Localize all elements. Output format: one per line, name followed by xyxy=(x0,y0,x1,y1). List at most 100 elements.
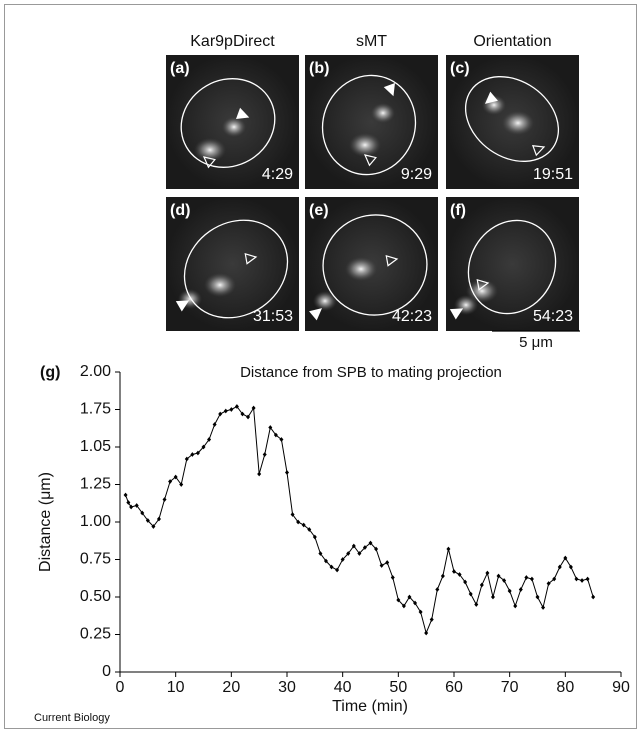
data-point xyxy=(513,603,518,609)
data-point xyxy=(446,546,451,552)
cell-outline xyxy=(180,78,276,168)
data-point xyxy=(179,482,184,487)
data-point xyxy=(580,578,585,583)
data-point xyxy=(529,576,534,582)
x-tick-label: 0 xyxy=(116,679,125,696)
micrograph: (e) 42:23 xyxy=(305,197,438,331)
fluorescent-spot xyxy=(349,133,381,157)
x-tick-label: 90 xyxy=(612,679,630,696)
data-point xyxy=(190,452,195,457)
data-point xyxy=(312,534,317,540)
data-point xyxy=(424,630,429,636)
timestamp: 9:29 xyxy=(401,166,432,183)
data-point xyxy=(151,524,156,529)
scale-bar-label: 5 μm xyxy=(519,334,553,351)
data-point xyxy=(307,527,312,532)
data-point xyxy=(218,411,223,417)
data-point xyxy=(401,603,406,609)
data-point xyxy=(335,567,340,573)
data-point xyxy=(568,564,573,570)
data-point xyxy=(502,578,507,583)
fluorescent-spot xyxy=(345,257,377,281)
y-axis-label: Distance (μm) xyxy=(37,472,54,572)
data-point xyxy=(535,594,540,600)
data-point xyxy=(296,519,301,525)
data-point xyxy=(329,564,334,570)
x-tick-label: 30 xyxy=(278,679,296,696)
data-point xyxy=(591,594,596,600)
arrowhead-open xyxy=(244,252,258,265)
data-point xyxy=(541,605,546,610)
data-point xyxy=(418,609,423,615)
data-point xyxy=(246,414,251,420)
data-point xyxy=(524,575,529,580)
panel-label: (b) xyxy=(309,60,329,77)
fluorescent-spot xyxy=(313,291,337,311)
micrographs: Kar9pDirect sMT Orientation(a)4:29(b)9:29(… xyxy=(166,33,579,331)
timestamp: 19:51 xyxy=(533,166,573,183)
data-point xyxy=(429,617,434,622)
data-point xyxy=(140,510,145,516)
cell-outline xyxy=(183,219,289,319)
fluorescent-spot xyxy=(466,279,498,303)
x-tick-label: 40 xyxy=(334,679,352,696)
border xyxy=(4,4,637,729)
data-point xyxy=(195,450,200,456)
x-tick-label: 60 xyxy=(445,679,463,696)
fluorescent-spot xyxy=(194,138,226,162)
data-point xyxy=(490,594,495,600)
data-point xyxy=(126,500,131,505)
data-point xyxy=(229,407,234,412)
y-tick-label: 2.00 xyxy=(80,363,111,380)
y-tick-label: 1.75 xyxy=(80,401,111,418)
data-point xyxy=(563,555,568,561)
panel-label: (e) xyxy=(309,202,329,219)
data-point xyxy=(390,575,395,580)
arrowhead-open xyxy=(385,254,399,267)
data-point xyxy=(440,573,445,579)
data-point xyxy=(173,474,178,480)
arrowhead-filled xyxy=(449,308,464,320)
cell-outline xyxy=(467,219,557,315)
y-tick-label: 0.25 xyxy=(80,626,111,643)
data-line xyxy=(125,405,594,635)
data-point xyxy=(279,437,284,442)
cell-outline xyxy=(322,214,428,316)
data-point xyxy=(435,587,440,592)
y-tick-label: 1.05 xyxy=(80,438,111,455)
data-point xyxy=(557,564,562,570)
data-point xyxy=(413,600,418,606)
panel-label: (g) xyxy=(40,364,60,381)
cell-outline xyxy=(464,76,560,162)
micrograph: (a) 4:29 xyxy=(166,55,299,189)
fluorescent-spot xyxy=(222,117,246,137)
data-point xyxy=(374,546,379,552)
data-point xyxy=(496,573,501,579)
panel-label: (d) xyxy=(170,202,190,219)
arrowhead-filled xyxy=(235,107,250,119)
data-point xyxy=(251,405,256,411)
data-point xyxy=(346,551,351,556)
data-point xyxy=(357,551,362,556)
chart-title: Distance from SPB to mating projection xyxy=(240,364,502,381)
data-point xyxy=(240,411,245,417)
data-point xyxy=(301,522,306,528)
data-point xyxy=(396,597,401,603)
data-point xyxy=(379,563,384,568)
data-point xyxy=(485,570,490,576)
data-point xyxy=(362,545,367,550)
x-axis-label: Time (min) xyxy=(332,698,408,715)
column-header: Kar9pDirect xyxy=(190,33,275,50)
data-point xyxy=(552,576,557,582)
data-point xyxy=(479,582,484,588)
arrowhead-filled xyxy=(309,308,323,321)
panel-label: (a) xyxy=(170,60,190,77)
timestamp: 42:23 xyxy=(392,308,432,325)
arrowhead-open xyxy=(531,145,546,157)
data-point xyxy=(474,602,479,607)
micrograph: (d) 31:53 xyxy=(166,197,299,331)
data-point xyxy=(145,518,150,523)
data-point xyxy=(452,569,456,574)
data-point xyxy=(273,432,278,438)
data-point xyxy=(463,579,468,585)
